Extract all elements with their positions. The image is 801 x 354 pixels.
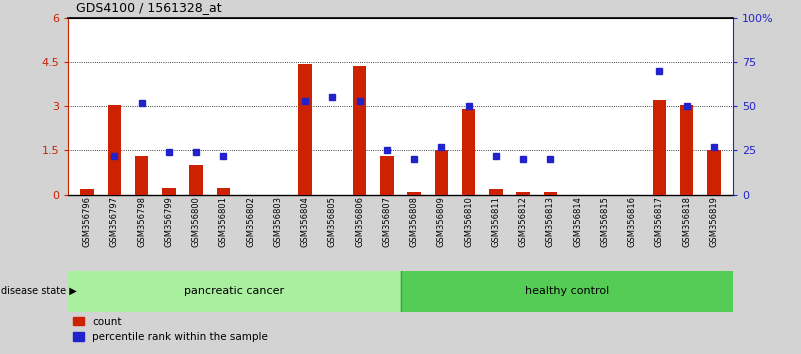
Bar — [680, 105, 694, 195]
Text: GSM356809: GSM356809 — [437, 196, 446, 247]
Text: GSM356802: GSM356802 — [246, 196, 256, 247]
Text: GSM356797: GSM356797 — [110, 196, 119, 247]
Bar — [80, 189, 94, 195]
Text: GSM356803: GSM356803 — [273, 196, 283, 247]
Text: GSM356817: GSM356817 — [655, 196, 664, 247]
Text: GSM356811: GSM356811 — [491, 196, 501, 247]
Text: GSM356810: GSM356810 — [464, 196, 473, 247]
Bar — [435, 150, 449, 195]
Text: GSM356800: GSM356800 — [191, 196, 200, 247]
Text: GSM356814: GSM356814 — [573, 196, 582, 247]
Bar — [517, 192, 530, 195]
Bar — [400, 271, 733, 312]
Bar — [162, 188, 175, 195]
Text: GSM356798: GSM356798 — [137, 196, 146, 247]
Bar — [189, 165, 203, 195]
Text: GSM356806: GSM356806 — [355, 196, 364, 247]
Bar — [216, 188, 230, 195]
Bar — [135, 156, 148, 195]
Text: GSM356804: GSM356804 — [300, 196, 310, 247]
Legend: count, percentile rank within the sample: count, percentile rank within the sample — [74, 317, 268, 342]
Text: pancreatic cancer: pancreatic cancer — [184, 286, 284, 296]
Text: GSM356812: GSM356812 — [518, 196, 528, 247]
Text: GSM356816: GSM356816 — [628, 196, 637, 247]
Text: GSM356818: GSM356818 — [682, 196, 691, 247]
Bar — [298, 64, 312, 195]
Text: GSM356808: GSM356808 — [409, 196, 419, 247]
Bar — [68, 271, 400, 312]
Text: disease state ▶: disease state ▶ — [1, 286, 77, 296]
Text: GSM356801: GSM356801 — [219, 196, 228, 247]
Text: GSM356805: GSM356805 — [328, 196, 337, 247]
Text: GSM356807: GSM356807 — [382, 196, 392, 247]
Bar — [489, 189, 503, 195]
Bar — [544, 192, 557, 195]
Bar — [653, 100, 666, 195]
Bar — [380, 156, 393, 195]
Text: GSM356799: GSM356799 — [164, 196, 173, 247]
Bar — [408, 192, 421, 195]
Text: GSM356813: GSM356813 — [545, 196, 555, 247]
Bar — [107, 105, 121, 195]
Text: healthy control: healthy control — [525, 286, 609, 296]
Text: GSM356819: GSM356819 — [710, 196, 718, 247]
Text: GDS4100 / 1561328_at: GDS4100 / 1561328_at — [76, 1, 222, 14]
Text: GSM356815: GSM356815 — [601, 196, 610, 247]
Bar — [462, 109, 476, 195]
Bar — [707, 150, 721, 195]
Bar — [352, 67, 366, 195]
Text: GSM356796: GSM356796 — [83, 196, 91, 247]
